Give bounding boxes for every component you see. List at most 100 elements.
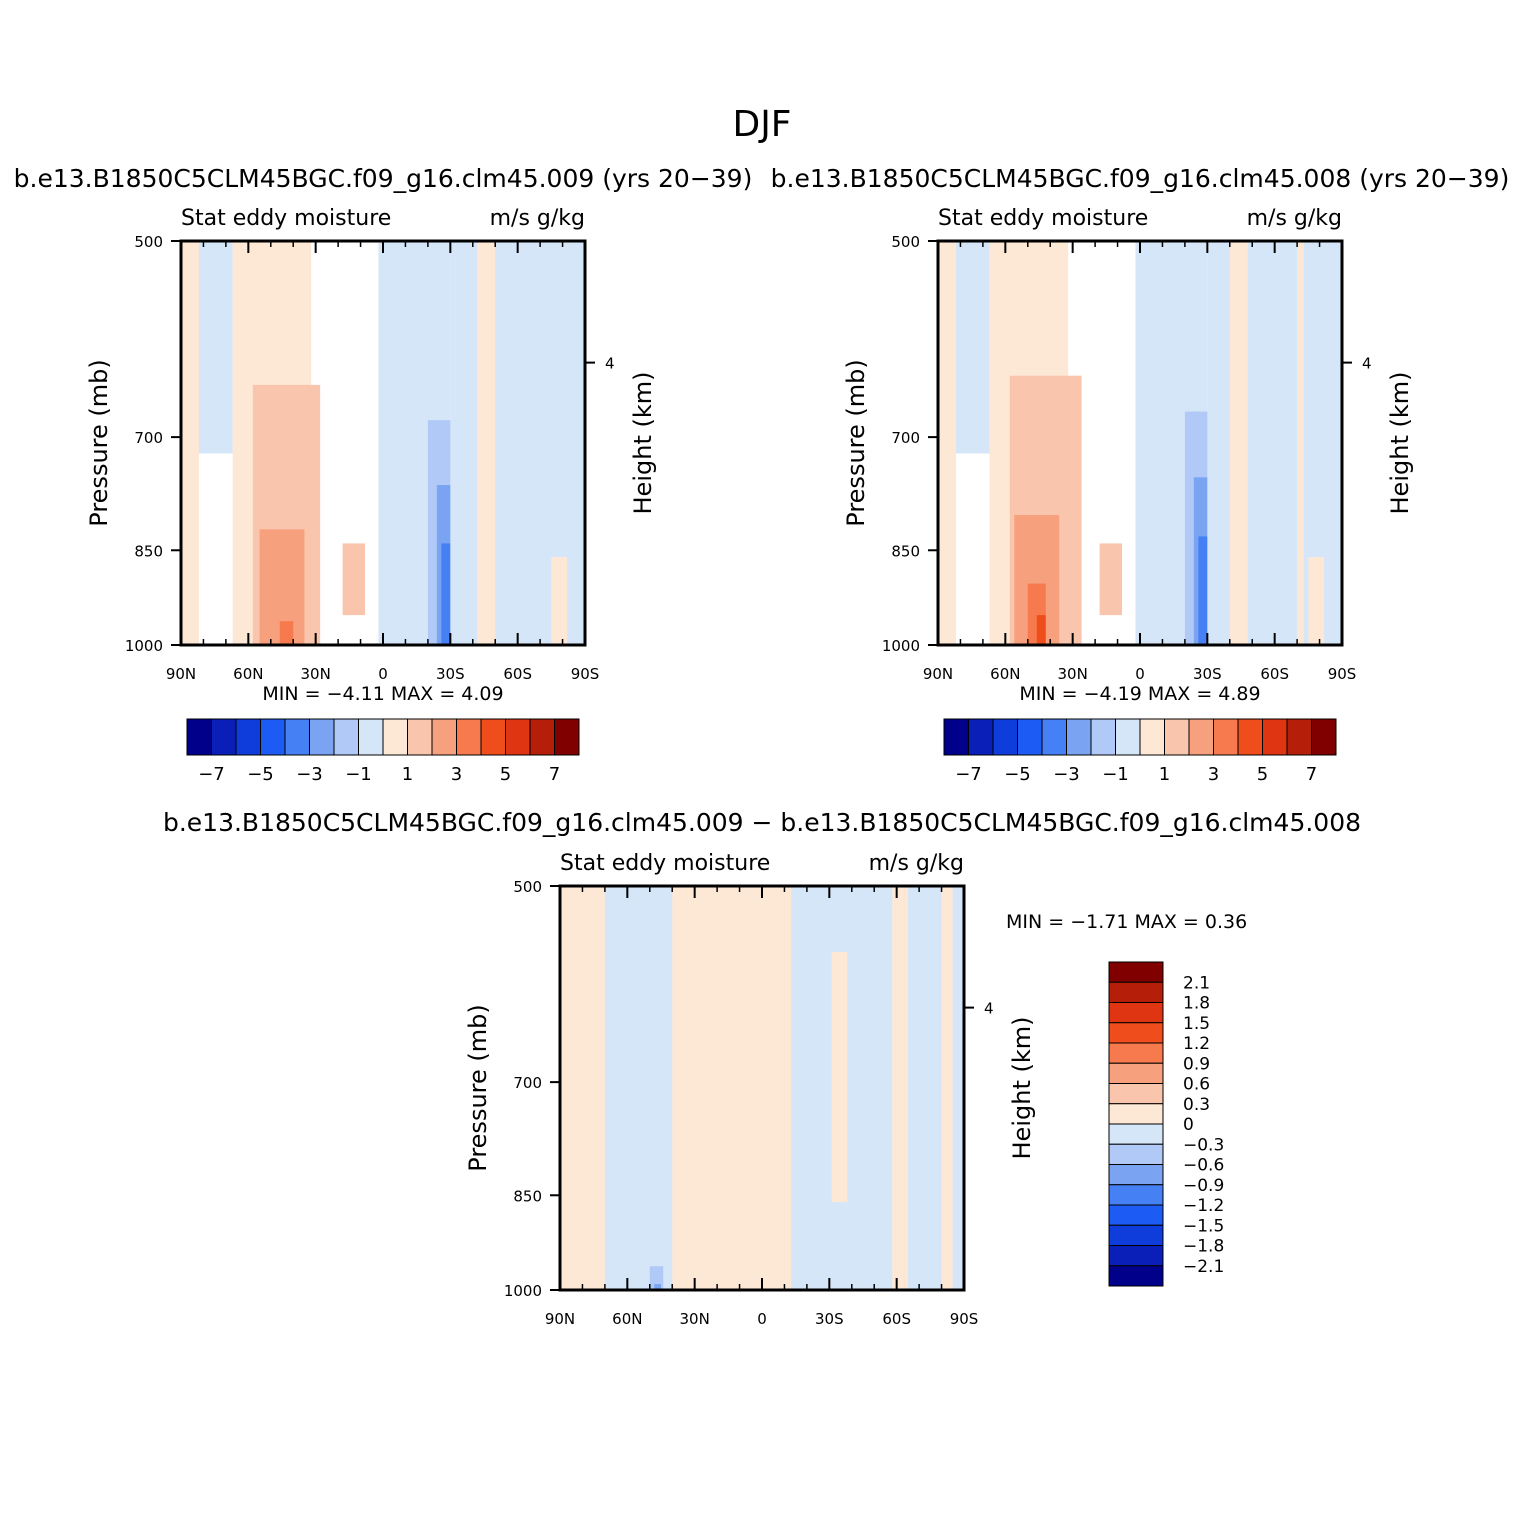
field-band bbox=[551, 557, 568, 645]
colorbar-label: 1.5 bbox=[1183, 1014, 1210, 1034]
colorbar-label: 3 bbox=[451, 764, 462, 785]
colorbar-box bbox=[1108, 981, 1164, 1003]
colorbar-box bbox=[333, 718, 359, 756]
colorbar-label: 0.6 bbox=[1183, 1075, 1210, 1095]
colorbar-label: −1.8 bbox=[1183, 1237, 1224, 1257]
x-tick-label: 60S bbox=[1260, 665, 1289, 683]
y-axis-label: Pressure (mb) bbox=[85, 359, 113, 526]
colorbar-box bbox=[1108, 1123, 1164, 1145]
colorbar-box bbox=[554, 718, 580, 756]
panel-top-right: b.e13.B1850C5CLM45BGC.f09_g16.clm45.008 … bbox=[771, 164, 1510, 785]
colorbar-box bbox=[1108, 1143, 1164, 1165]
colorbar-label: −0.3 bbox=[1183, 1135, 1224, 1155]
field-group bbox=[181, 241, 585, 645]
field-band bbox=[181, 241, 199, 645]
y-tick-label: 1000 bbox=[882, 637, 920, 655]
field-band bbox=[941, 886, 953, 1290]
y2-axis-label: Height (km) bbox=[1008, 1017, 1036, 1160]
field-group bbox=[560, 886, 964, 1290]
field-band bbox=[791, 886, 863, 1290]
colorbar-label: −5 bbox=[247, 764, 274, 785]
colorbar-box bbox=[1108, 1184, 1164, 1206]
panel-title: b.e13.B1850C5CLM45BGC.f09_g16.clm45.008 … bbox=[771, 164, 1510, 193]
x-tick-label: 30N bbox=[301, 665, 331, 683]
x-tick-label: 90N bbox=[166, 665, 196, 683]
colorbar-label: 1 bbox=[1159, 764, 1170, 785]
x-tick-label: 90N bbox=[923, 665, 953, 683]
field-band bbox=[831, 952, 848, 1203]
colorbar-box bbox=[1108, 1224, 1164, 1246]
colorbar-label: −3 bbox=[296, 764, 323, 785]
colorbar-box bbox=[1108, 1265, 1164, 1287]
colorbar-label: 5 bbox=[1257, 764, 1268, 785]
colorbar-box bbox=[1108, 1042, 1164, 1064]
colorbar: −7 −5 −3 −1 1 3 5 7 bbox=[186, 718, 580, 785]
field-band bbox=[955, 241, 990, 454]
colorbar-label: −1 bbox=[1102, 764, 1129, 785]
y-tick-label: 700 bbox=[134, 429, 163, 447]
field-band bbox=[892, 886, 908, 1290]
colorbar-label: 3 bbox=[1208, 764, 1219, 785]
colorbar-box bbox=[529, 718, 555, 756]
y-tick-label: 850 bbox=[513, 1187, 542, 1205]
x-tick-label: 60S bbox=[882, 1310, 911, 1328]
colorbar-box bbox=[1108, 961, 1164, 983]
colorbar-box bbox=[1108, 1204, 1164, 1226]
field-group bbox=[938, 241, 1342, 645]
field-band bbox=[342, 543, 366, 616]
colorbar-box bbox=[407, 718, 433, 756]
colorbar-box bbox=[1017, 718, 1043, 756]
colorbar-box bbox=[1041, 718, 1067, 756]
field-band bbox=[938, 241, 956, 645]
colorbar-box bbox=[1286, 718, 1312, 756]
x-tick-label: 90S bbox=[1328, 665, 1357, 683]
panel-subtitle-left: Stat eddy moisture bbox=[938, 206, 1148, 231]
y-tick-label: 500 bbox=[513, 878, 542, 896]
field-band bbox=[1308, 557, 1325, 645]
panel-bottom: b.e13.B1850C5CLM45BGC.f09_g16.clm45.009 … bbox=[163, 808, 1361, 1328]
panel-top-left: b.e13.B1850C5CLM45BGC.f09_g16.clm45.009 … bbox=[14, 164, 753, 785]
colorbar-box bbox=[1164, 718, 1190, 756]
colorbar-box bbox=[1108, 1245, 1164, 1267]
colorbar: 2.11.81.51.20.90.60.30−0.3−0.6−0.9−1.2−1… bbox=[1108, 961, 1224, 1287]
colorbar-label: 7 bbox=[549, 764, 560, 785]
field-band bbox=[1297, 241, 1304, 645]
y-tick-label: 850 bbox=[891, 542, 920, 560]
colorbar: −7 −5 −3 −1 1 3 5 7 bbox=[943, 718, 1337, 785]
field-band bbox=[198, 241, 233, 454]
x-tick-label: 30N bbox=[680, 1310, 710, 1328]
colorbar-box bbox=[1108, 1002, 1164, 1024]
x-tick-label: 30N bbox=[1058, 665, 1088, 683]
x-tick-label: 30S bbox=[815, 1310, 844, 1328]
panel-subtitle-left: Stat eddy moisture bbox=[560, 851, 770, 876]
y-tick-label: 500 bbox=[891, 233, 920, 251]
colorbar-box bbox=[1115, 718, 1141, 756]
colorbar-label: −1 bbox=[345, 764, 372, 785]
field-band bbox=[654, 1284, 661, 1290]
colorbar-box bbox=[1108, 1022, 1164, 1044]
colorbar-box bbox=[235, 718, 261, 756]
field-band bbox=[1036, 615, 1046, 645]
colorbar-label: 0.3 bbox=[1183, 1095, 1210, 1115]
field-band bbox=[649, 1266, 664, 1290]
y-tick-label: 700 bbox=[891, 429, 920, 447]
panel-subtitle-right: m/s g/kg bbox=[869, 851, 964, 876]
x-tick-label: 90S bbox=[950, 1310, 979, 1328]
colorbar-label: −1.5 bbox=[1183, 1216, 1224, 1236]
colorbar-label: −2.1 bbox=[1183, 1257, 1224, 1277]
y2-tick-label: 4 bbox=[1362, 355, 1372, 373]
colorbar-box bbox=[1108, 1083, 1164, 1105]
colorbar-box bbox=[505, 718, 531, 756]
colorbar-box bbox=[1311, 718, 1337, 756]
x-tick-label: 90S bbox=[571, 665, 600, 683]
x-tick-label: 60N bbox=[990, 665, 1020, 683]
colorbar-box bbox=[1066, 718, 1092, 756]
x-tick-label: 30S bbox=[436, 665, 465, 683]
panel-title: b.e13.B1850C5CLM45BGC.f09_g16.clm45.009 … bbox=[163, 808, 1361, 837]
x-tick-label: 60N bbox=[233, 665, 263, 683]
colorbar-label: −5 bbox=[1004, 764, 1031, 785]
colorbar-box bbox=[1237, 718, 1263, 756]
x-tick-label: 0 bbox=[378, 665, 388, 683]
field-band bbox=[1099, 543, 1123, 616]
